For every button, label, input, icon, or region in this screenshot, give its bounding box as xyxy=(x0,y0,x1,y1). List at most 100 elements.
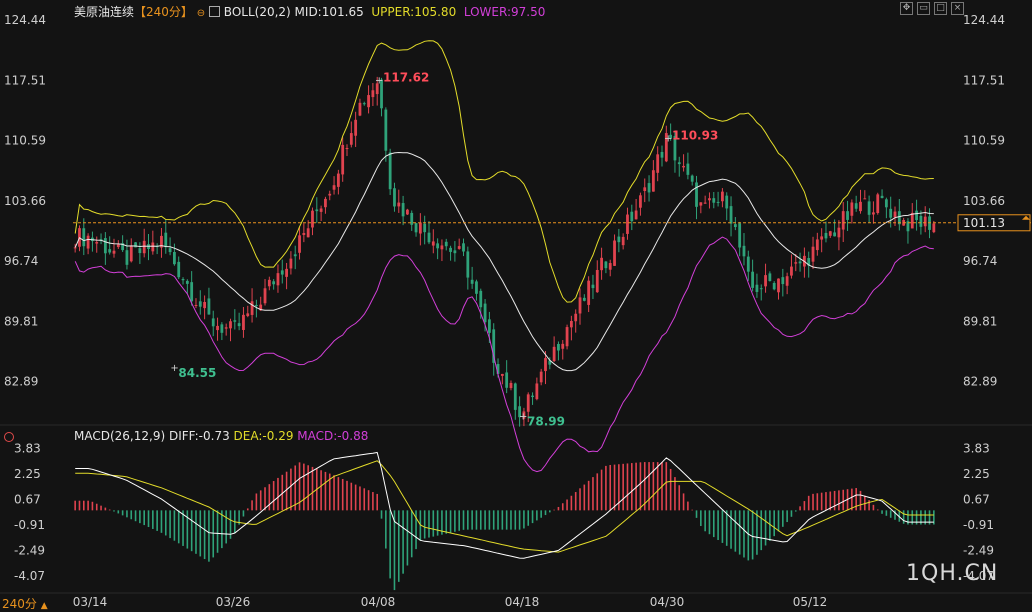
candle-body xyxy=(418,222,422,234)
boll-upper-line xyxy=(74,40,934,303)
current-price-label: 101.13 xyxy=(963,216,1005,230)
extreme-label: 110.93 xyxy=(672,129,718,143)
candle-body xyxy=(293,254,297,257)
crosshair-icon[interactable]: ✥ xyxy=(900,2,913,15)
candle-body xyxy=(910,212,914,229)
candle-body xyxy=(237,323,241,327)
candle-body xyxy=(285,268,288,277)
candle-body xyxy=(647,183,651,193)
candle-body xyxy=(651,170,655,192)
price-tick-label-right: 89.81 xyxy=(963,314,997,328)
period-label: 240分 xyxy=(2,597,37,611)
candle-body xyxy=(311,210,314,228)
period-tag[interactable]: 【240分】 xyxy=(134,5,193,19)
candle-body xyxy=(846,211,849,220)
candle-body xyxy=(500,373,504,376)
time-tick-label: 03/14 xyxy=(73,595,108,609)
candle-body xyxy=(134,242,137,248)
candle-body xyxy=(410,212,414,225)
candle-body xyxy=(375,83,379,95)
candle-body xyxy=(289,258,293,269)
period-dropdown-icon[interactable]: ⊖ xyxy=(196,8,206,19)
indicator-settings-icon[interactable] xyxy=(208,6,220,17)
candle-body xyxy=(794,262,798,264)
candle-body xyxy=(319,208,323,212)
candle-body xyxy=(151,242,155,252)
extreme-marker: + xyxy=(664,134,672,145)
macd-header: MACD(26,12,9) DIFF:-0.73 DEA:-0.29 MACD:… xyxy=(74,429,368,443)
candle-body xyxy=(233,320,237,322)
macd-tick-label-right: 2.25 xyxy=(963,467,990,481)
minimize-icon[interactable]: ▭ xyxy=(917,2,930,15)
candle-body xyxy=(548,360,552,365)
settings-dot-icon[interactable] xyxy=(4,430,14,444)
price-tick-label-right: 110.59 xyxy=(963,133,1005,147)
candle-body xyxy=(708,198,711,201)
candle-body xyxy=(755,284,759,292)
candle-body xyxy=(250,301,254,315)
candle-body xyxy=(535,383,539,400)
candle-body xyxy=(164,232,168,248)
candle-body xyxy=(431,241,435,246)
dropdown-arrow-icon[interactable]: ▲ xyxy=(40,601,48,611)
time-tick-label: 04/30 xyxy=(650,595,685,609)
candle-body xyxy=(639,195,642,208)
candle-body xyxy=(254,304,258,306)
period-selector[interactable]: 240分 ▲ xyxy=(2,595,48,612)
boll-lower-line xyxy=(74,236,934,473)
candle-body xyxy=(686,163,690,175)
candle-body xyxy=(336,173,340,187)
candle-body xyxy=(267,279,271,287)
candle-body xyxy=(345,148,349,150)
candle-body xyxy=(561,343,565,349)
macd-dea-line xyxy=(75,460,934,553)
candle-body xyxy=(177,261,181,278)
candle-body xyxy=(613,240,616,266)
candle-body xyxy=(777,278,780,293)
instrument-name: 美原油连续 xyxy=(74,5,135,19)
candle-body xyxy=(772,282,776,290)
candle-body xyxy=(397,202,401,207)
extreme-marker: + xyxy=(170,363,178,374)
indicator-name[interactable]: BOLL(20,2) xyxy=(223,5,291,19)
candle-body xyxy=(414,223,418,233)
candle-body xyxy=(509,382,513,389)
candle-body xyxy=(453,250,457,254)
candle-body xyxy=(738,223,742,248)
candle-body xyxy=(332,185,336,190)
candle-body xyxy=(220,324,224,333)
candle-body xyxy=(466,251,470,278)
candle-body xyxy=(837,227,841,238)
candle-body xyxy=(138,248,142,254)
close-icon[interactable]: × xyxy=(951,2,964,15)
macd-tick-label-left: -2.49 xyxy=(14,543,45,557)
candle-body xyxy=(246,313,250,317)
maximize-icon[interactable]: □ xyxy=(934,2,947,15)
candle-body xyxy=(669,134,673,139)
candle-body xyxy=(349,133,353,145)
dea-value: DEA:-0.29 xyxy=(233,429,294,443)
extreme-marker: + xyxy=(519,411,527,422)
candle-body xyxy=(721,191,724,202)
candle-body xyxy=(578,297,582,314)
candle-body xyxy=(574,313,578,322)
candle-body xyxy=(811,246,815,262)
macd-title[interactable]: MACD(26,12,9) xyxy=(74,429,166,443)
candle-body xyxy=(198,301,202,307)
macd-tick-label-left: -4.07 xyxy=(14,569,45,583)
candle-body xyxy=(121,243,125,251)
price-tick-label-left: 103.66 xyxy=(4,194,46,208)
price-tick-label-left: 124.44 xyxy=(4,13,46,27)
candle-body xyxy=(194,305,198,307)
candle-body xyxy=(893,211,897,218)
watermark: 1QH.CN xyxy=(906,561,999,586)
candle-body xyxy=(729,206,733,224)
candle-body xyxy=(841,211,845,230)
candle-body xyxy=(315,209,319,212)
macd-tick-label-right: 3.83 xyxy=(963,442,990,456)
price-up-arrow-icon xyxy=(1022,215,1030,220)
candle-body xyxy=(621,236,625,246)
mid-value: MID:101.65 xyxy=(294,5,364,19)
macd-value: MACD:-0.88 xyxy=(297,429,369,443)
